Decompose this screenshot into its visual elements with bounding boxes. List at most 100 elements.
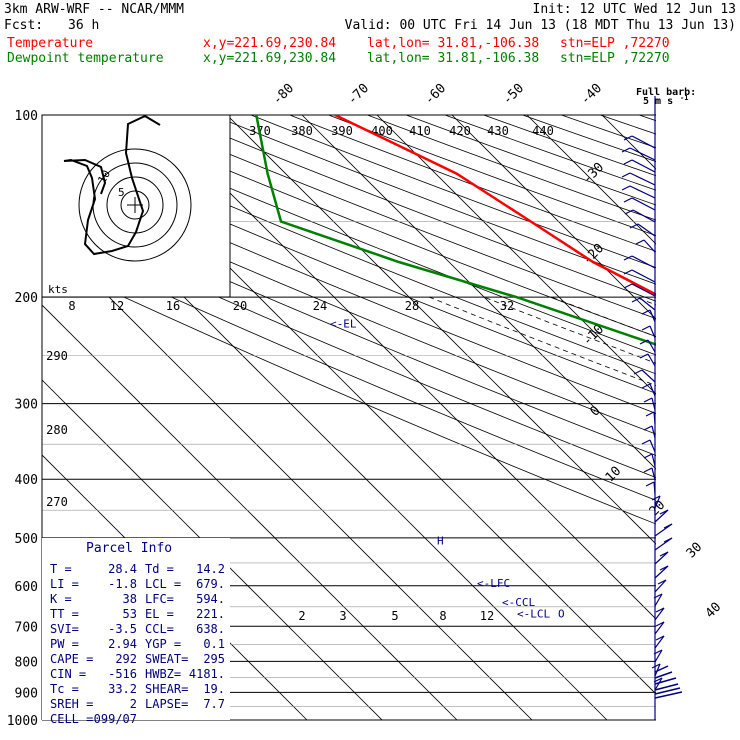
wind-barb-flag bbox=[639, 353, 649, 359]
dry-adiabat-label: 270 bbox=[46, 495, 68, 509]
pressure-tick-label: 1000 bbox=[7, 714, 38, 729]
temperature-legend-xy: x,y=221.69,230.84 bbox=[203, 36, 337, 51]
dry-adiabat-label: 280 bbox=[46, 423, 68, 437]
wind-barb bbox=[654, 691, 683, 699]
dewpoint-legend-xy: x,y=221.69,230.84 bbox=[203, 51, 337, 66]
wind-barb-flag bbox=[655, 607, 665, 613]
parcel-row-value: 221. bbox=[196, 607, 225, 621]
wind-barb bbox=[631, 135, 656, 149]
wind-barb bbox=[647, 339, 656, 353]
mixing-ratio-label: 8 bbox=[68, 299, 75, 313]
dry-adiabat-line bbox=[717, 115, 740, 715]
wind-barb-flag bbox=[641, 325, 651, 331]
parcel-row-value: 594. bbox=[196, 592, 225, 606]
parcel-row-label: SVI= bbox=[50, 622, 79, 636]
ccl-marker: <-CCL bbox=[502, 596, 535, 609]
isotherm-line bbox=[677, 115, 740, 720]
wind-barb-flag bbox=[621, 147, 631, 153]
dry-adiabat-label: 390 bbox=[331, 124, 353, 138]
wind-barb-flag bbox=[631, 297, 641, 303]
wind-barb bbox=[653, 481, 656, 495]
full-barb-units-superscript: -1 bbox=[680, 94, 688, 102]
dry-adiabat-line bbox=[561, 115, 656, 149]
isotherm-label: -50 bbox=[500, 81, 527, 108]
pressure-tick-label: 300 bbox=[15, 398, 38, 413]
wind-barb bbox=[653, 411, 656, 425]
isotherm-label: -70 bbox=[345, 81, 372, 108]
wind-barb bbox=[654, 635, 665, 649]
wind-barb-flag bbox=[643, 397, 653, 403]
wind-barb-flag bbox=[623, 283, 633, 289]
parcel-row-label: Td = bbox=[145, 562, 174, 576]
dry-adiabat-line bbox=[134, 115, 656, 320]
parcel-row-value: 2.94 bbox=[108, 637, 137, 651]
dry-adiabat-line bbox=[522, 115, 656, 162]
wind-barb bbox=[632, 209, 656, 223]
dry-adiabat-label: 400 bbox=[371, 124, 393, 138]
pressure-tick-label: 400 bbox=[15, 473, 38, 488]
wind-barb bbox=[647, 353, 656, 367]
parcel-row-value: 2 bbox=[130, 697, 137, 711]
parcel-row-label: SWEAT= bbox=[145, 652, 188, 666]
wind-barb-flag bbox=[629, 223, 639, 229]
temperature-legend-label: Temperature bbox=[7, 36, 94, 51]
wind-barb bbox=[651, 397, 656, 411]
isotherm-label: 30 bbox=[684, 540, 706, 562]
dry-adiabat-line bbox=[42, 237, 656, 501]
dry-adiabat-line bbox=[483, 115, 656, 177]
parcel-row-value: -1.8 bbox=[108, 577, 137, 591]
wind-barb-flag bbox=[623, 197, 633, 203]
dewpoint-legend-latlon: lat,lon= 31.81,-106.38 bbox=[367, 51, 540, 66]
temperature-profile-line bbox=[334, 115, 656, 296]
forecast-label: Fcst: bbox=[4, 18, 44, 33]
isotherm-label: -60 bbox=[422, 81, 449, 108]
parcel-row-value: 19. bbox=[203, 682, 225, 696]
wind-barb bbox=[654, 509, 669, 523]
wind-barb bbox=[654, 677, 663, 691]
dry-adiabat-line bbox=[42, 217, 656, 478]
wind-barb-flag bbox=[621, 172, 631, 178]
parcel-row-label: EL = bbox=[145, 607, 174, 621]
isotherm-label: -80 bbox=[270, 81, 297, 108]
parcel-row-label: Tc = bbox=[50, 682, 79, 696]
parcel-row-label: SHEAR= bbox=[145, 682, 188, 696]
moist-adiabat-line bbox=[483, 296, 656, 364]
parcel-row-label: HWBZ= bbox=[145, 667, 181, 681]
wind-barb-flag bbox=[641, 439, 651, 445]
mixing-ratio-label: 5 bbox=[391, 609, 398, 623]
wind-barb bbox=[629, 147, 656, 161]
mixing-ratio-label: 3 bbox=[339, 609, 346, 623]
wind-barb-flag bbox=[623, 135, 633, 141]
wind-barb bbox=[654, 495, 661, 509]
wind-barb bbox=[641, 369, 656, 383]
wind-barb-flag bbox=[623, 159, 633, 165]
isotherm-label: -30 bbox=[580, 160, 607, 187]
dry-adiabat-label: 430 bbox=[487, 124, 509, 138]
wind-barb bbox=[654, 551, 669, 565]
isotherm-line bbox=[226, 115, 656, 545]
wind-barb bbox=[651, 467, 656, 481]
wind-barb bbox=[631, 283, 656, 297]
wind-barb-flag bbox=[659, 551, 669, 557]
model-title: 3km ARW-WRF -- NCAR/MMM bbox=[4, 2, 185, 17]
dry-adiabat-line bbox=[328, 115, 656, 236]
wind-barb bbox=[639, 297, 656, 311]
parcel-row-value: 292 bbox=[115, 652, 137, 666]
hodograph-ring-label: 5 bbox=[118, 186, 125, 199]
pressure-tick-label: 600 bbox=[15, 580, 38, 595]
parcel-row-label: PW = bbox=[50, 637, 79, 651]
parcel-row-label: T = bbox=[50, 562, 72, 576]
hodograph-trace bbox=[63, 114, 161, 256]
hodograph-panel bbox=[41, 114, 231, 298]
dry-adiabat-line bbox=[42, 258, 656, 525]
wind-barb-flag bbox=[641, 383, 651, 389]
isotherm-line bbox=[42, 229, 533, 720]
parcel-row-label: TT = bbox=[50, 607, 79, 621]
wind-barb bbox=[654, 607, 665, 621]
wind-barb bbox=[629, 172, 656, 186]
isotherm-label: 10 bbox=[603, 464, 625, 486]
wind-barb bbox=[654, 565, 669, 579]
parcel-row-label: LI = bbox=[50, 577, 79, 591]
wind-barb bbox=[654, 677, 677, 685]
